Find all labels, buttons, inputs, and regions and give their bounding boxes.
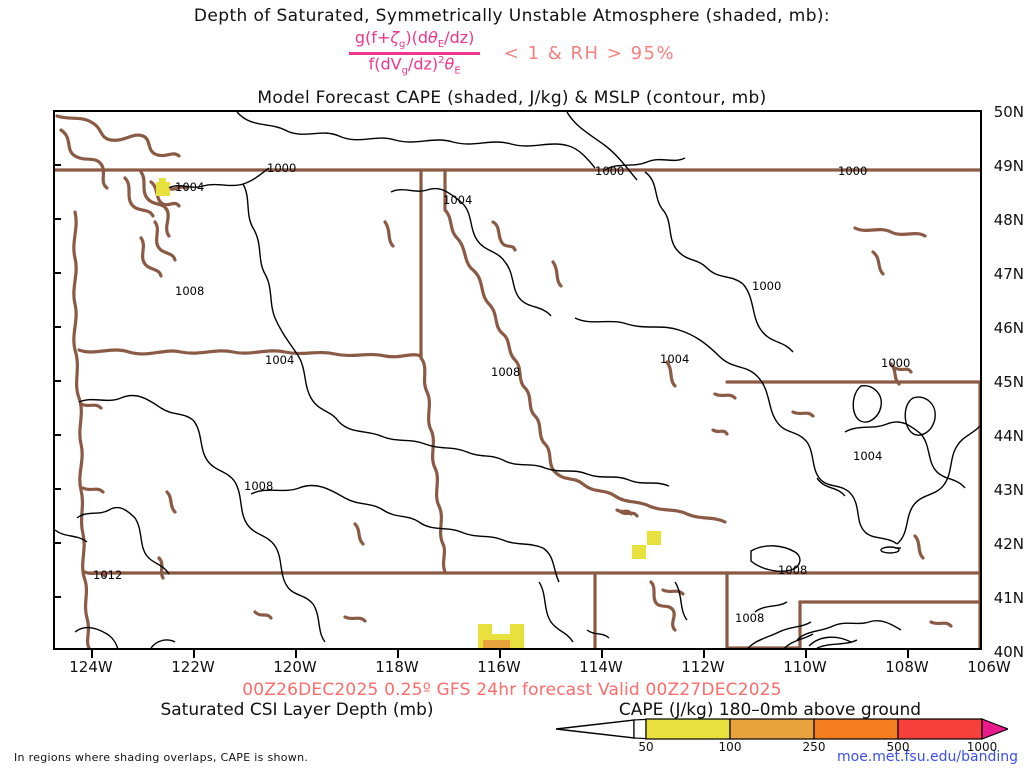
x-tick-mark <box>703 650 705 658</box>
csi-criterion-formula: g(f+ζg)(dθE/dz) f(dVg/dz)2θE < 1 & RH > … <box>0 28 1024 77</box>
colorbar-segment-250 <box>813 718 899 740</box>
y-tick-mark <box>53 272 61 274</box>
contour-label: 1000 <box>752 279 781 293</box>
x-tick-mark <box>91 650 93 658</box>
source-url-link[interactable]: moe.met.fsu.edu/banding <box>837 749 1018 765</box>
contour-label: 1000 <box>838 164 867 178</box>
y-tick-mark <box>53 218 61 220</box>
contour-label: 1004 <box>443 193 472 207</box>
legend-label-csi: Saturated CSI Layer Depth (mb) <box>160 700 434 720</box>
y-axis-label-50N: 50N <box>993 103 1024 121</box>
x-tick-mark <box>805 650 807 658</box>
cape-patch <box>159 178 166 186</box>
colorbar-tick-500: 500 <box>886 740 910 754</box>
coastline-and-borders <box>55 114 980 648</box>
x-axis-label-112W: 112W <box>681 658 725 676</box>
x-axis-label-116W: 116W <box>477 658 521 676</box>
x-tick-mark <box>499 650 501 658</box>
page-title: Depth of Saturated, Symmetrically Unstab… <box>193 6 831 26</box>
y-tick-mark <box>53 488 61 490</box>
cape-shaded-patches <box>156 178 661 648</box>
contour-label: 1000 <box>267 161 296 175</box>
y-axis-label-41N: 41N <box>993 589 1024 607</box>
y-axis-label-49N: 49N <box>993 157 1024 175</box>
x-axis-label-120W: 120W <box>273 658 317 676</box>
colorbar-tick-100: 100 <box>718 740 742 754</box>
y-axis-label-42N: 42N <box>993 535 1024 553</box>
x-tick-mark <box>193 650 195 658</box>
subtitle: Model Forecast CAPE (shaded, J/kg) & MSL… <box>257 88 767 108</box>
y-tick-mark <box>53 542 61 544</box>
formula-fraction: g(f+ζg)(dθE/dz) f(dVg/dz)2θE <box>348 28 481 77</box>
colorbar-segment-white <box>633 718 647 740</box>
contour-label: 1000 <box>595 164 624 178</box>
forecast-valid-line: 00Z26DEC2025 0.25º GFS 24hr forecast Val… <box>242 680 782 700</box>
colorbar-tick-50: 50 <box>638 740 654 754</box>
y-tick-mark <box>53 596 61 598</box>
y-axis-label-46N: 46N <box>993 319 1024 337</box>
mslp-contours <box>55 112 980 648</box>
cape-colorbar[interactable]: 50 100 250 500 1000 <box>555 718 1010 758</box>
colorbar-segment-50 <box>645 718 731 740</box>
contour-label: 1004 <box>265 353 294 367</box>
formula-denominator: f(dVg/dz)2θE <box>368 54 461 77</box>
formula-numerator: g(f+ζg)(dθE/dz) <box>354 28 475 51</box>
x-axis-label-118W: 118W <box>375 658 419 676</box>
cape-patch <box>483 640 510 648</box>
y-axis-label-47N: 47N <box>993 265 1024 283</box>
contour-label: 1008 <box>244 479 273 493</box>
colorbar-tick-250: 250 <box>802 740 826 754</box>
x-axis-label-124W: 124W <box>69 658 113 676</box>
cape-patch <box>647 531 661 545</box>
contour-label: 1008 <box>491 365 520 379</box>
x-axis-label-110W: 110W <box>783 658 827 676</box>
contour-label: 1012 <box>93 568 122 582</box>
x-axis-label-114W: 114W <box>579 658 623 676</box>
cape-patch <box>632 545 646 559</box>
contour-label: 1008 <box>778 563 807 577</box>
x-axis-label-108W: 108W <box>885 658 929 676</box>
y-axis-label-43N: 43N <box>993 481 1024 499</box>
x-axis-label-106W: 106W <box>967 658 1011 676</box>
formula-condition: < 1 & RH > 95% <box>503 42 676 64</box>
contour-label: 1008 <box>735 611 764 625</box>
overlap-note: In regions where shading overlaps, CAPE … <box>14 751 309 764</box>
y-axis-label-45N: 45N <box>993 373 1024 391</box>
y-tick-mark <box>53 380 61 382</box>
contour-label: 1008 <box>175 284 204 298</box>
x-axis-label-122W: 122W <box>171 658 215 676</box>
contour-label: 1004 <box>175 180 204 194</box>
colorbar-tick-1000: 1000 <box>966 740 998 754</box>
colorbar-svg <box>555 718 1010 740</box>
y-axis-label-40N: 40N <box>993 643 1024 661</box>
map-plot-area[interactable]: 1000 1000 1000 1000 1000 1004 1004 1004 … <box>53 110 982 650</box>
colorbar-segment-500 <box>897 718 983 740</box>
colorbar-under-segment <box>555 719 635 739</box>
legend-label-cape: CAPE (J/kg) 180–0mb above ground <box>618 700 922 720</box>
y-tick-mark <box>53 164 61 166</box>
colorbar-segment-1000 <box>981 718 1010 740</box>
y-tick-mark <box>53 326 61 328</box>
x-tick-mark <box>397 650 399 658</box>
map-svg: 1000 1000 1000 1000 1000 1004 1004 1004 … <box>55 112 980 648</box>
y-axis-label-48N: 48N <box>993 211 1024 229</box>
contour-label: 1004 <box>660 352 689 366</box>
x-tick-mark <box>907 650 909 658</box>
formula-divider <box>348 51 481 55</box>
contour-label: 1000 <box>881 356 910 370</box>
contour-labels: 1000 1000 1000 1000 1000 1004 1004 1004 … <box>93 161 910 625</box>
contour-label: 1004 <box>853 449 882 463</box>
y-axis-label-44N: 44N <box>993 427 1024 445</box>
x-tick-mark <box>295 650 297 658</box>
y-tick-mark <box>53 434 61 436</box>
x-tick-mark <box>601 650 603 658</box>
colorbar-segment-100 <box>729 718 815 740</box>
